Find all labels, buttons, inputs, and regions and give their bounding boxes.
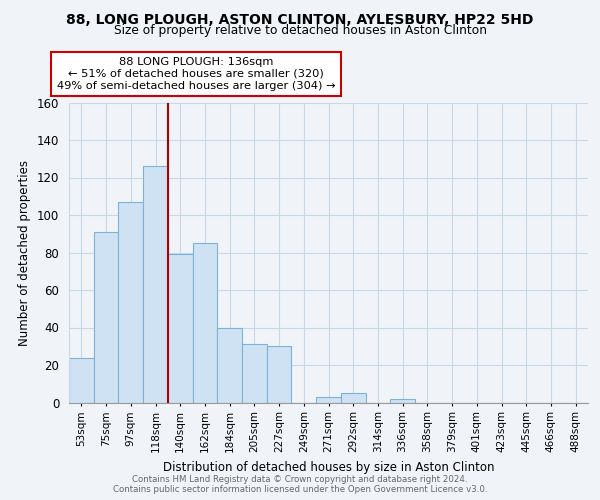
Text: Contains HM Land Registry data © Crown copyright and database right 2024.
Contai: Contains HM Land Registry data © Crown c… bbox=[113, 474, 487, 494]
X-axis label: Distribution of detached houses by size in Aston Clinton: Distribution of detached houses by size … bbox=[163, 460, 494, 473]
Y-axis label: Number of detached properties: Number of detached properties bbox=[19, 160, 31, 346]
Bar bbox=[168, 254, 193, 402]
Text: 88 LONG PLOUGH: 136sqm
← 51% of detached houses are smaller (320)
49% of semi-de: 88 LONG PLOUGH: 136sqm ← 51% of detached… bbox=[57, 58, 335, 90]
Bar bbox=[118, 202, 143, 402]
Bar bbox=[69, 358, 94, 403]
Text: Size of property relative to detached houses in Aston Clinton: Size of property relative to detached ho… bbox=[113, 24, 487, 37]
Text: 88, LONG PLOUGH, ASTON CLINTON, AYLESBURY, HP22 5HD: 88, LONG PLOUGH, ASTON CLINTON, AYLESBUR… bbox=[67, 12, 533, 26]
Bar bbox=[390, 399, 415, 402]
Bar bbox=[316, 397, 341, 402]
Bar bbox=[341, 393, 365, 402]
Bar bbox=[242, 344, 267, 403]
Bar bbox=[217, 328, 242, 402]
Bar bbox=[94, 232, 118, 402]
Bar bbox=[193, 243, 217, 402]
Bar bbox=[267, 346, 292, 403]
Bar bbox=[143, 166, 168, 402]
